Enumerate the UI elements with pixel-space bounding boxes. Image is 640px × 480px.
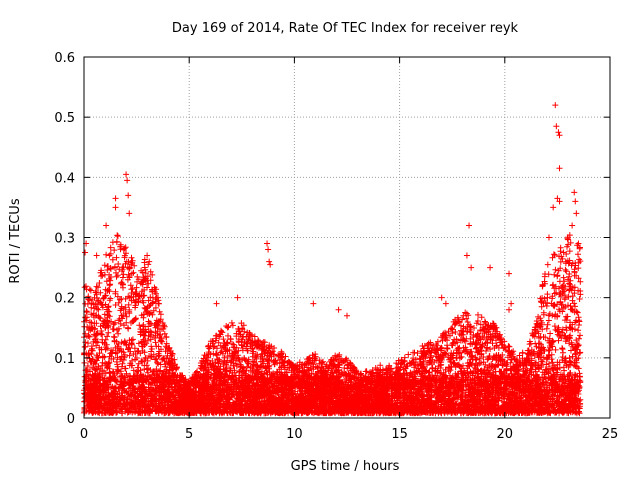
outlier-point-10 [144, 252, 151, 259]
outlier-point-43 [564, 276, 571, 283]
outlier-point-1 [124, 177, 131, 184]
x-tick-label-0: 0 [80, 427, 88, 442]
y-tick-label-3: 0.3 [54, 232, 75, 247]
scatter-cloud-points [81, 232, 584, 417]
y-tick-label-5: 0.5 [54, 111, 75, 126]
outlier-point-18 [310, 300, 317, 307]
outlier-point-33 [556, 132, 563, 139]
outlier-point-9 [93, 252, 100, 259]
x-tick-label-3: 15 [391, 427, 408, 442]
outlier-point-26 [442, 300, 449, 307]
x-tick-label-5: 25 [602, 427, 619, 442]
outlier-point-24 [487, 264, 494, 271]
outlier-point-8 [82, 249, 89, 256]
outlier-point-12 [264, 240, 271, 247]
outlier-point-44 [575, 240, 582, 247]
outlier-point-11 [146, 258, 153, 265]
outlier-point-22 [463, 252, 470, 259]
outlier-point-31 [553, 123, 560, 130]
x-axis-label: GPS time / hours [291, 459, 400, 474]
outlier-point-40 [569, 222, 576, 229]
outlier-point-5 [125, 192, 132, 199]
outlier-point-32 [555, 129, 562, 136]
outlier-point-27 [506, 270, 513, 277]
outlier-point-38 [572, 198, 579, 205]
x-tick-label-2: 10 [286, 427, 303, 442]
x-tick-label-1: 5 [185, 427, 193, 442]
outlier-point-20 [344, 312, 350, 319]
outlier-point-25 [438, 294, 445, 301]
plot-frame [83, 56, 611, 419]
outlier-point-16 [213, 300, 220, 307]
outlier-point-15 [267, 261, 274, 268]
points-layer [81, 102, 584, 417]
outlier-point-4 [112, 204, 119, 211]
outlier-point-0 [123, 171, 130, 178]
outlier-point-39 [573, 210, 580, 217]
axes-layer: 0 5 10 15 20 25 0 0.1 0.2 0.3 0.4 0.5 0.6 [54, 51, 618, 442]
x-tick-label-4: 20 [497, 427, 514, 442]
outlier-point-42 [545, 234, 552, 241]
outlier-point-14 [266, 258, 273, 265]
outlier-point-28 [508, 300, 515, 307]
outlier-point-41 [550, 204, 557, 211]
outlier-point-36 [556, 198, 563, 205]
outlier-point-13 [265, 246, 272, 253]
outlier-point-23 [468, 264, 475, 271]
outlier-point-35 [554, 195, 561, 202]
y-tick-label-0: 0 [67, 412, 75, 427]
outlier-point-17 [234, 294, 241, 301]
y-tick-label-1: 0.1 [54, 352, 75, 367]
y-tick-label-2: 0.2 [54, 292, 75, 307]
y-axis-label: ROTI / TECUs [8, 198, 23, 283]
y-tick-label-4: 0.4 [54, 171, 75, 186]
outlier-point-29 [506, 306, 513, 313]
outlier-point-6 [126, 210, 133, 217]
outlier-point-21 [466, 222, 473, 229]
chart-title: Day 169 of 2014, Rate Of TEC Index for r… [172, 21, 519, 36]
outlier-point-30 [552, 102, 559, 109]
outlier-point-19 [335, 306, 342, 313]
outlier-point-37 [571, 189, 578, 196]
outlier-point-2 [112, 195, 119, 202]
y-tick-label-6: 0.6 [54, 51, 75, 66]
outlier-point-34 [556, 165, 563, 172]
outlier-point-3 [103, 222, 110, 229]
